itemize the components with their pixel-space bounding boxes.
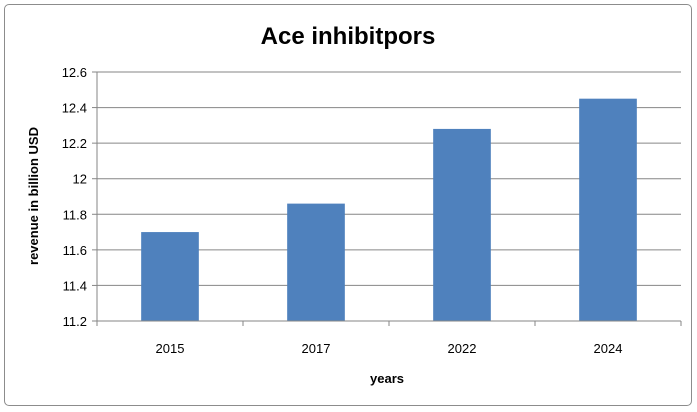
y-axis-title: revenue in billion USD	[26, 127, 41, 265]
bar-2022	[433, 128, 491, 321]
y-tick-label: 11.2	[63, 314, 87, 329]
x-tick-label: 2015	[156, 341, 185, 356]
y-tick-label: 12	[73, 172, 87, 187]
bar-2017	[287, 203, 345, 321]
chart-frame	[4, 4, 692, 406]
y-tick-label: 11.6	[63, 243, 87, 258]
x-axis-title: years	[370, 371, 404, 386]
x-tick-label: 2017	[302, 341, 331, 356]
bars	[141, 98, 637, 321]
y-tick-label: 12.6	[62, 65, 87, 80]
x-tick-labels: 2015 2017 2022 2024	[96, 321, 682, 356]
y-tick-label: 12.4	[62, 101, 87, 116]
chart-title: Ace inhibitpors	[261, 23, 436, 50]
y-tick-label: 12.2	[62, 136, 87, 151]
y-tick-label: 11.4	[63, 278, 87, 293]
bar-2024	[579, 98, 637, 321]
bar-2015	[141, 232, 199, 321]
x-tick-label: 2024	[594, 341, 623, 356]
y-tick-label: 11.8	[63, 207, 87, 222]
x-tick-label: 2022	[448, 341, 477, 356]
y-tick-labels: 11.2 11.4 11.6 11.8 12 12.2 12.4 12.6	[62, 65, 97, 329]
